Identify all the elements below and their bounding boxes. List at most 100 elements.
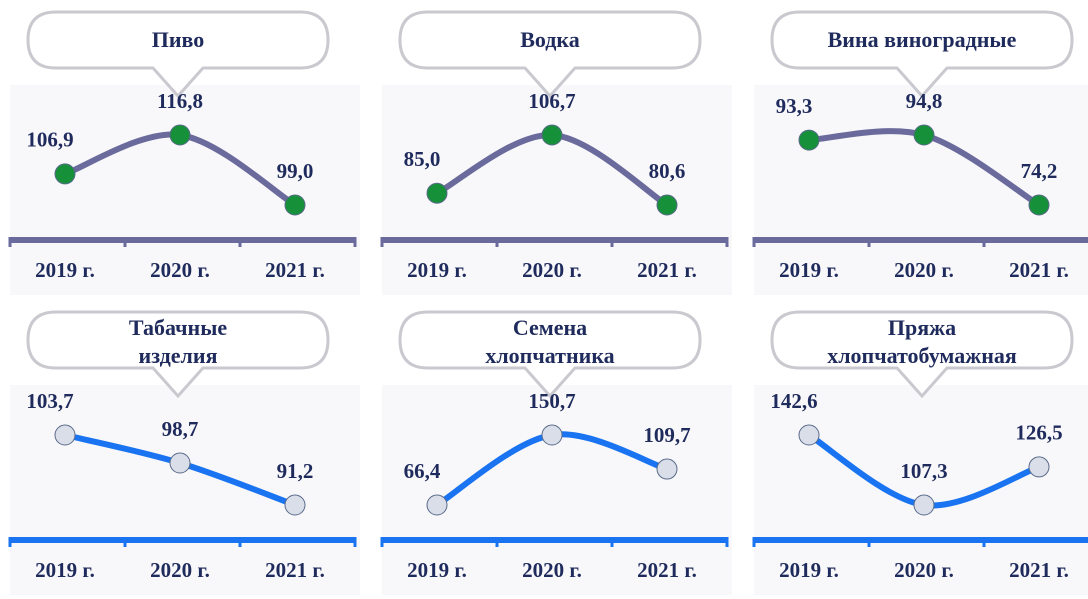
- data-point: [284, 494, 306, 516]
- data-point: [798, 129, 820, 151]
- x-tick-label: 2020 г.: [522, 258, 582, 282]
- data-point: [54, 163, 76, 185]
- axis-divider: [752, 237, 756, 247]
- x-tick-label: 2021 г.: [1009, 558, 1069, 582]
- x-tick-label: 2020 г.: [150, 558, 210, 582]
- axis-divider: [495, 537, 499, 547]
- axis-divider: [752, 537, 756, 547]
- panel-background: [382, 385, 732, 595]
- panel-background: [754, 385, 1088, 595]
- panel-background: [10, 85, 360, 295]
- axis-divider: [238, 237, 242, 247]
- x-tick-label: 2020 г.: [522, 558, 582, 582]
- axis-divider: [725, 237, 729, 247]
- axis-divider: [238, 537, 242, 547]
- axis-divider: [123, 537, 127, 547]
- panel-background: [10, 385, 360, 595]
- value-label: 150,7: [528, 389, 575, 413]
- chart-title: Семена хлопчатника: [485, 315, 615, 368]
- data-point: [1028, 456, 1050, 478]
- data-point: [913, 124, 935, 146]
- x-tick-label: 2021 г.: [637, 258, 697, 282]
- axis-divider: [725, 537, 729, 547]
- axis-divider: [123, 237, 127, 247]
- axis-line: [10, 237, 355, 243]
- value-label: 109,7: [643, 423, 690, 447]
- x-tick-label: 2019 г.: [407, 258, 467, 282]
- data-point: [169, 124, 191, 146]
- chart-title: Пиво: [151, 27, 205, 52]
- x-tick-label: 2019 г.: [35, 258, 95, 282]
- x-tick-label: 2020 г.: [894, 258, 954, 282]
- data-point: [913, 494, 935, 516]
- data-point: [541, 124, 563, 146]
- title-bubble: [26, 10, 330, 99]
- title-bubble: [398, 10, 702, 99]
- axis-divider: [982, 537, 986, 547]
- x-tick-label: 2020 г.: [894, 558, 954, 582]
- axis-divider: [495, 237, 499, 247]
- chart-title: Водка: [520, 27, 580, 52]
- value-label: 142,6: [770, 389, 817, 413]
- value-label: 126,5: [1015, 421, 1062, 445]
- panel-background: [754, 85, 1088, 295]
- data-point: [656, 458, 678, 480]
- x-tick-label: 2020 г.: [150, 258, 210, 282]
- x-tick-label: 2021 г.: [265, 258, 325, 282]
- value-label: 91,2: [277, 459, 314, 483]
- value-label: 99,0: [277, 159, 314, 183]
- data-point: [426, 494, 448, 516]
- axis-divider: [867, 237, 871, 247]
- value-label: 85,0: [404, 147, 441, 171]
- value-label: 74,2: [1021, 159, 1058, 183]
- axis-line: [754, 237, 1088, 243]
- axis-divider: [610, 237, 614, 247]
- chart-title: Вина виноградные: [827, 27, 1017, 52]
- value-label: 103,7: [26, 389, 73, 413]
- axis-divider: [353, 237, 357, 247]
- title-bubble: [26, 310, 330, 399]
- x-tick-label: 2021 г.: [265, 558, 325, 582]
- x-tick-label: 2019 г.: [407, 558, 467, 582]
- data-point: [54, 424, 76, 446]
- axis-divider: [8, 237, 12, 247]
- chart-title: Пряжа хлопчатобумажная: [827, 315, 1017, 368]
- title-bubble: [398, 310, 702, 399]
- title-bubble: [770, 10, 1074, 99]
- chart-title: Табачные изделия: [128, 315, 228, 368]
- value-label: 66,4: [404, 459, 441, 483]
- data-point: [1028, 194, 1050, 216]
- axis-divider: [610, 537, 614, 547]
- axis-line: [754, 537, 1088, 543]
- axis-divider: [982, 237, 986, 247]
- axis-line: [382, 537, 727, 543]
- value-label: 94,8: [906, 89, 943, 113]
- data-point: [798, 424, 820, 446]
- value-label: 80,6: [649, 159, 686, 183]
- axis-line: [10, 537, 355, 543]
- data-point: [284, 194, 306, 216]
- value-label: 106,9: [26, 128, 73, 152]
- axis-divider: [8, 537, 12, 547]
- axis-divider: [867, 537, 871, 547]
- value-label: 98,7: [162, 417, 199, 441]
- axis-line: [382, 237, 727, 243]
- axis-divider: [380, 237, 384, 247]
- x-tick-label: 2019 г.: [779, 558, 839, 582]
- data-point: [169, 452, 191, 474]
- data-point: [656, 194, 678, 216]
- data-point: [541, 424, 563, 446]
- value-label: 116,8: [157, 89, 203, 113]
- value-label: 107,3: [900, 459, 947, 483]
- x-tick-label: 2019 г.: [779, 258, 839, 282]
- title-bubble: [770, 310, 1074, 399]
- value-label: 93,3: [776, 94, 813, 118]
- axis-divider: [353, 537, 357, 547]
- value-label: 106,7: [528, 89, 575, 113]
- axis-divider: [380, 537, 384, 547]
- data-point: [426, 182, 448, 204]
- x-tick-label: 2021 г.: [637, 558, 697, 582]
- x-tick-label: 2021 г.: [1009, 258, 1069, 282]
